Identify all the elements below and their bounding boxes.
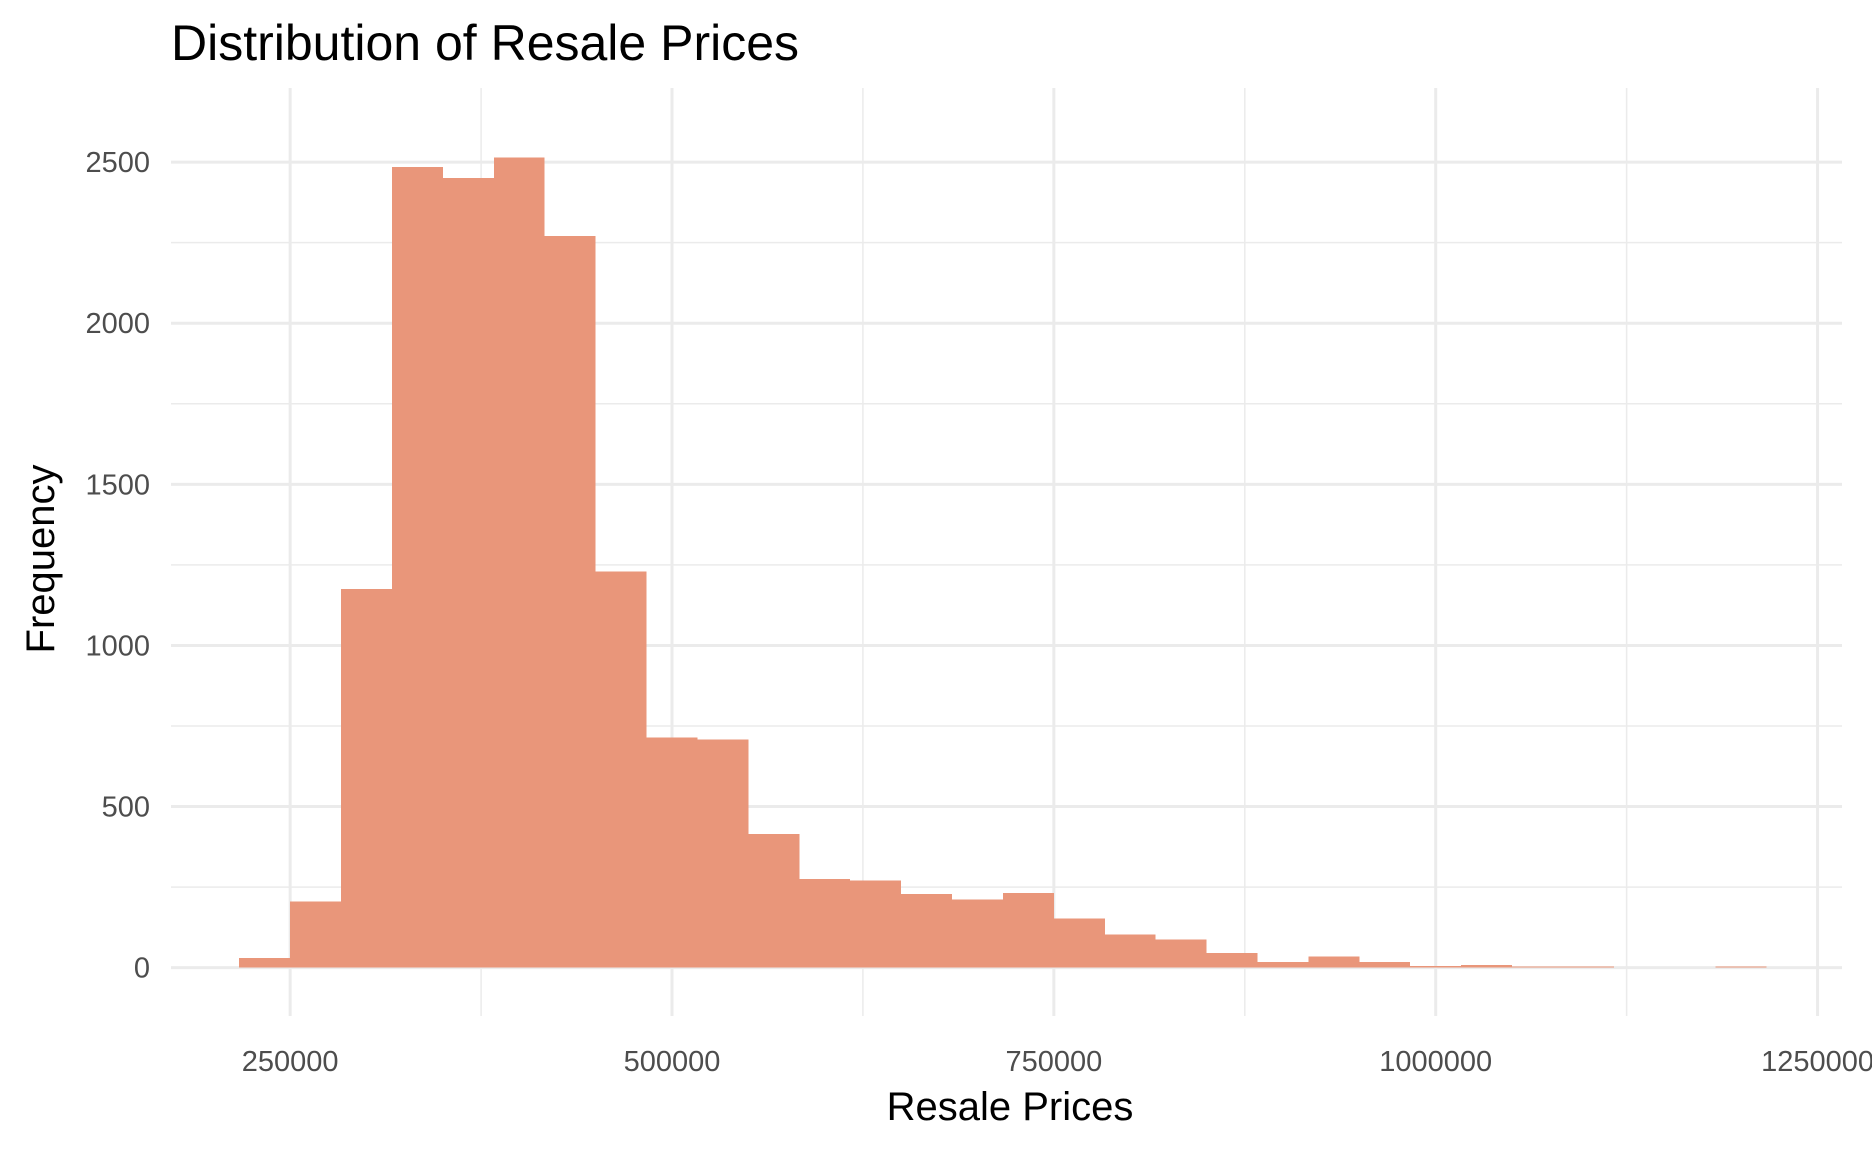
histogram-bar <box>1512 966 1563 968</box>
y-tick-label: 0 <box>134 953 150 985</box>
histogram-bar <box>341 589 392 968</box>
chart-title: Distribution of Resale Prices <box>171 15 799 71</box>
histogram-bar <box>1002 892 1054 968</box>
x-tick-label: 1000000 <box>1379 1046 1492 1078</box>
histogram-bar <box>1308 956 1360 968</box>
histogram-bar <box>697 739 749 968</box>
x-axis-tick-labels: 250000 500000 750000 1000000 1250000 <box>242 1046 1872 1078</box>
histogram-bar <box>901 894 953 968</box>
y-tick-label: 2000 <box>85 308 150 340</box>
histogram-bar <box>290 901 342 968</box>
y-tick-label: 2500 <box>85 147 150 179</box>
y-tick-label: 1000 <box>85 630 150 662</box>
histogram-bar <box>1461 965 1513 968</box>
histogram-bars <box>239 157 1767 968</box>
y-axis-tick-labels: 0 500 1000 1500 2000 2500 <box>85 147 150 985</box>
x-tick-label: 750000 <box>1005 1046 1102 1078</box>
histogram-bar <box>799 879 851 968</box>
histogram-bar <box>952 899 1003 968</box>
histogram-bar <box>1359 961 1411 968</box>
histogram-bar <box>1206 953 1258 968</box>
x-tick-label: 1250000 <box>1761 1046 1872 1078</box>
histogram-bar <box>442 178 494 968</box>
y-tick-label: 500 <box>102 792 150 824</box>
histogram-bar <box>239 958 291 968</box>
x-tick-label: 500000 <box>624 1046 721 1078</box>
y-tick-label: 1500 <box>85 469 150 501</box>
histogram-bar <box>493 157 545 968</box>
x-axis-title: Resale Prices <box>887 1085 1134 1129</box>
histogram-bar <box>1104 934 1156 968</box>
histogram-bar <box>1053 918 1105 968</box>
histogram-bar <box>595 571 647 968</box>
y-axis-title: Frequency <box>19 465 63 654</box>
x-tick-label: 250000 <box>242 1046 339 1078</box>
histogram-bar <box>1562 966 1614 968</box>
histogram-bar <box>391 166 443 968</box>
histogram-bar <box>748 833 800 968</box>
histogram-bar <box>544 236 596 968</box>
histogram-bar <box>1257 961 1309 968</box>
histogram-bar <box>1155 939 1207 968</box>
histogram-bar <box>1410 966 1462 968</box>
histogram-bar <box>1715 966 1767 968</box>
histogram-bar <box>850 880 902 968</box>
histogram-bar <box>646 737 698 968</box>
